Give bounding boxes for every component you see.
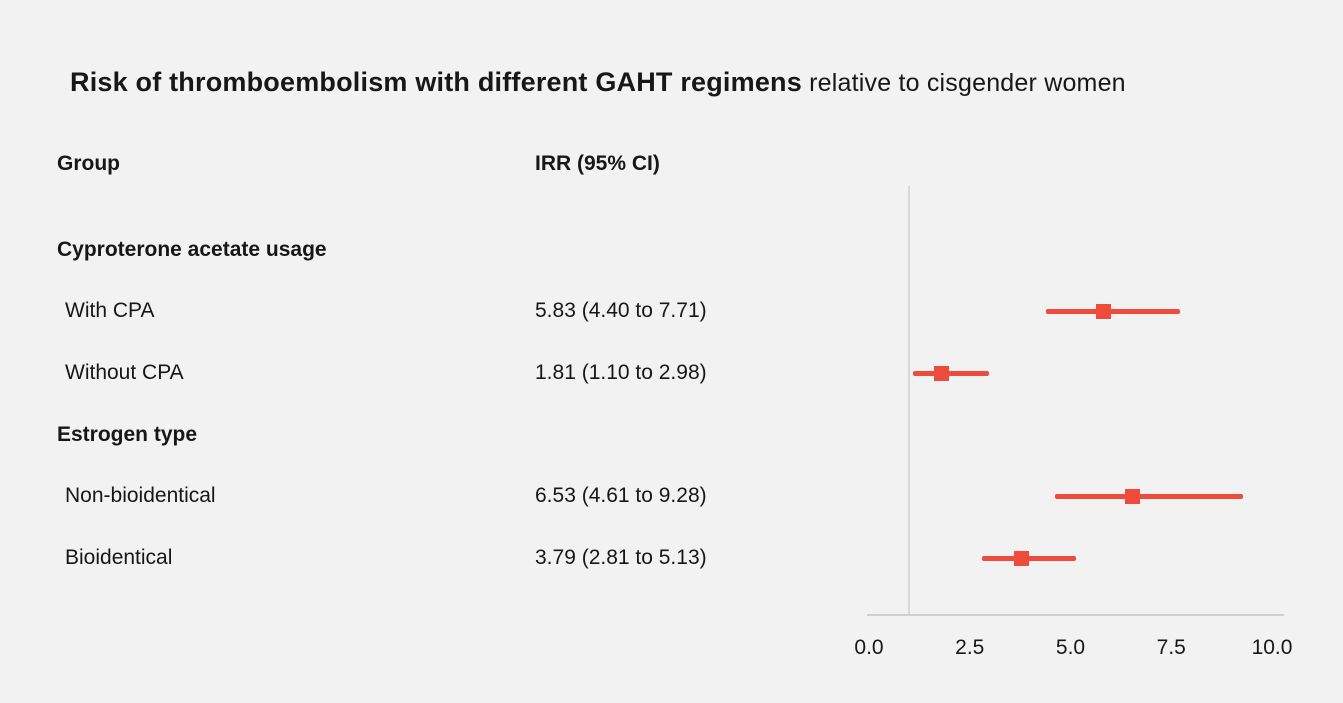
forest-plot: 0.0 2.5 5.0 7.5 10.0: [854, 186, 1292, 659]
x-tick-label: 10.0: [1251, 636, 1293, 659]
row-value-with-cpa: 5.83 (4.40 to 7.71): [535, 299, 707, 322]
row-value-without-cpa: 1.81 (1.10 to 2.98): [535, 361, 707, 384]
column-header-irr: IRR (95% CI): [535, 152, 660, 175]
page-title: Risk of thromboembolism with different G…: [70, 67, 1126, 98]
row-label-bioidentical: Bioidentical: [65, 546, 173, 569]
point-estimate-marker: [1014, 550, 1030, 566]
x-tick-label: 2.5: [955, 636, 985, 659]
row-value-bioidentical: 3.79 (2.81 to 5.13): [535, 546, 707, 569]
page-title-suffix: relative to cisgender women: [801, 69, 1126, 97]
row-value-non-bioidentical: 6.53 (4.61 to 9.28): [535, 484, 707, 507]
point-estimate-marker: [1124, 488, 1140, 504]
point-estimate-marker: [1096, 303, 1112, 319]
ci-line: [1054, 493, 1243, 499]
ci-line: [1046, 308, 1180, 314]
ci-line: [913, 370, 990, 376]
column-header-group: Group: [57, 152, 120, 175]
reference-line: [908, 186, 911, 616]
row-label-without-cpa: Without CPA: [65, 361, 184, 384]
x-axis-line: [867, 614, 1284, 616]
section-label-cyproterone: Cyproterone acetate usage: [57, 238, 327, 261]
point-estimate-marker: [934, 365, 950, 381]
row-label-with-cpa: With CPA: [65, 299, 155, 322]
x-tick-label: 7.5: [1156, 636, 1186, 659]
page-title-main: Risk of thromboembolism with different G…: [70, 67, 802, 97]
x-tick-label: 5.0: [1055, 636, 1086, 659]
section-label-estrogen-type: Estrogen type: [57, 423, 198, 446]
row-label-non-bioidentical: Non-bioidentical: [65, 484, 216, 507]
x-tick-label: 0.0: [854, 636, 884, 659]
